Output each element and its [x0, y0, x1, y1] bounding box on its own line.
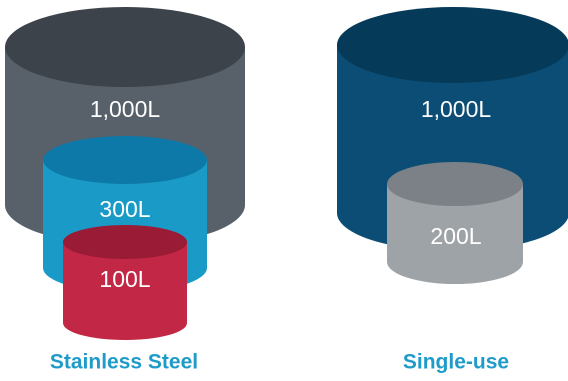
tank-volume-label: 1,000L — [421, 96, 492, 122]
tank-top — [5, 7, 245, 87]
stainless-steel-group: 1,000L 300L 100L Stainless Steel — [5, 7, 245, 374]
single-use-200l-tank: 200L — [387, 162, 523, 284]
tank-volume-label: 200L — [430, 223, 481, 249]
tank-volume-label: 1,000L — [90, 96, 161, 122]
tank-top — [63, 225, 187, 259]
tank-top — [387, 162, 523, 206]
stainless-100l-tank: 100L — [63, 225, 187, 340]
tank-body — [63, 242, 187, 340]
tank-volume-label: 300L — [99, 196, 150, 222]
single-use-label: Single-use — [403, 351, 509, 374]
stainless-steel-label: Stainless Steel — [50, 351, 198, 374]
tank-volume-label: 100L — [99, 266, 150, 292]
single-use-group: 1,000L 200L Single-use — [337, 7, 568, 374]
tank-top — [43, 136, 207, 184]
tank-top — [337, 7, 568, 83]
tank-body — [387, 184, 523, 284]
